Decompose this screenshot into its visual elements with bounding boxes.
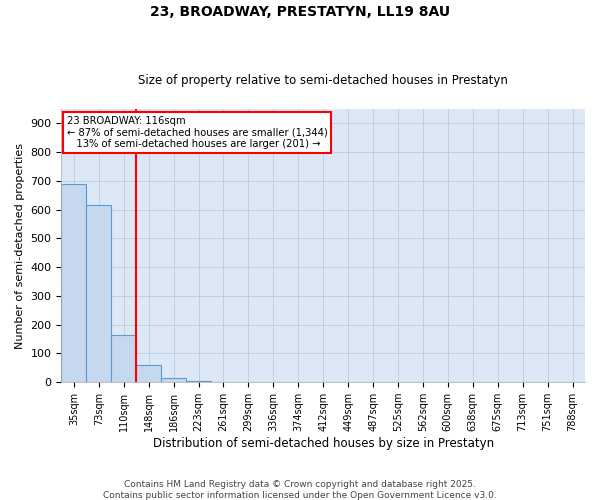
Bar	[86, 206, 111, 382]
Bar	[61, 184, 86, 382]
Y-axis label: Number of semi-detached properties: Number of semi-detached properties	[15, 142, 25, 348]
Title: Size of property relative to semi-detached houses in Prestatyn: Size of property relative to semi-detach…	[138, 74, 508, 87]
Bar	[186, 381, 211, 382]
Text: 23, BROADWAY, PRESTATYN, LL19 8AU: 23, BROADWAY, PRESTATYN, LL19 8AU	[150, 5, 450, 19]
Text: Contains HM Land Registry data © Crown copyright and database right 2025.
Contai: Contains HM Land Registry data © Crown c…	[103, 480, 497, 500]
Text: 23 BROADWAY: 116sqm
← 87% of semi-detached houses are smaller (1,344)
   13% of : 23 BROADWAY: 116sqm ← 87% of semi-detach…	[67, 116, 328, 149]
Bar	[136, 365, 161, 382]
Bar	[161, 378, 186, 382]
X-axis label: Distribution of semi-detached houses by size in Prestatyn: Distribution of semi-detached houses by …	[152, 437, 494, 450]
Bar	[111, 335, 136, 382]
